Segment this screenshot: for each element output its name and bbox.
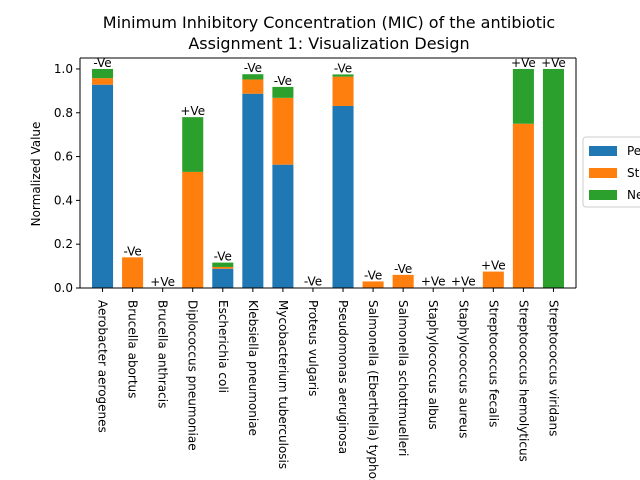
bar-ne-15	[542, 68, 564, 288]
bar-ne-4	[212, 262, 234, 267]
bar-label-9: -Ve	[364, 268, 382, 282]
bar-label-14: +Ve	[511, 56, 536, 70]
bar-ne-14	[512, 68, 534, 124]
x-tick-label-6: Mycobacterium tuberculosis	[276, 300, 290, 469]
x-tick-label-7: Proteus vulgaris	[306, 300, 320, 396]
bar-label-10: -Ve	[394, 262, 412, 276]
x-tick-label-1: Brucella abortus	[126, 300, 140, 398]
x-tick-label-4: Escherichia coli	[216, 300, 230, 393]
bar-label-13: +Ve	[481, 259, 506, 273]
x-tick-label-8: Pseudomonas aeruginosa	[336, 300, 350, 454]
y-tick-label-1: 0.2	[54, 237, 73, 251]
legend-swatch-pe	[589, 146, 617, 156]
bar-ne-6	[272, 86, 294, 98]
chart-title-line2: Assignment 1: Visualization Design	[188, 34, 469, 53]
bar-st-8	[332, 76, 354, 106]
bar-st-0	[92, 78, 114, 85]
bar-label-15: +Ve	[541, 56, 566, 70]
y-tick-label-2: 0.4	[54, 193, 73, 207]
x-tick-label-9: Salmonella (Eberthella) typhosa	[366, 300, 380, 480]
x-tick-label-3: Diplococcus pneumoniae	[186, 300, 200, 451]
bar-label-8: -Ve	[334, 61, 352, 75]
legend-label-pe: Pe	[627, 144, 640, 158]
bar-st-10	[392, 274, 414, 288]
bar-pe-0	[92, 84, 114, 288]
bar-st-9	[362, 281, 384, 288]
bar-st-4	[212, 266, 234, 269]
bar-st-6	[272, 97, 294, 165]
bar-ne-8	[332, 74, 354, 77]
x-tick-label-5: Klebsiella pneumoniae	[246, 300, 260, 436]
y-tick-label-3: 0.6	[54, 150, 73, 164]
x-tick-label-12: Staphylococcus aureus	[456, 300, 470, 438]
y-tick-label-5: 1.0	[54, 62, 73, 76]
bar-label-5: -Ve	[244, 61, 262, 75]
bar-label-7: -Ve	[304, 275, 322, 289]
bar-label-4: -Ve	[214, 250, 232, 264]
bar-label-3: +Ve	[180, 104, 205, 118]
bar-ne-0	[92, 68, 114, 79]
legend: Pe St Ne	[582, 136, 640, 208]
legend-swatch-ne	[589, 190, 617, 200]
x-tick-label-15: Streptococcus viridans	[546, 300, 560, 436]
y-tick-label-4: 0.8	[54, 106, 73, 120]
plot-area: -Ve -Ve +Ve +Ve -Ve -Ve -Ve -Ve -Ve -Ve -Ve +Ve +Ve +…	[54, 56, 577, 480]
y-axis-label: Normalized Value	[29, 122, 43, 227]
bar-pe-8	[332, 105, 354, 288]
bar-st-13	[482, 271, 504, 288]
x-tick-label-0: Aerobacter aerogenes	[96, 300, 110, 433]
bar-st-3	[182, 171, 204, 288]
bar-pe-5	[242, 93, 264, 288]
bar-label-11: +Ve	[421, 275, 446, 289]
bar-pe-4	[212, 268, 234, 288]
legend-label-ne: Ne	[627, 188, 640, 202]
x-tick-label-13: Streptococcus fecalis	[486, 300, 500, 427]
bar-ne-5	[242, 74, 264, 80]
bar-pe-6	[272, 164, 294, 288]
legend-swatch-st	[589, 168, 617, 178]
x-tick-label-11: Staphylococcus albus	[426, 300, 440, 430]
legend-label-st: St	[627, 166, 640, 180]
x-tick-label-14: Streptococcus hemolyticus	[516, 300, 530, 462]
bar-label-2: +Ve	[150, 275, 175, 289]
y-tick-label-0: 0.0	[54, 281, 73, 295]
bar-ne-3	[182, 117, 204, 172]
bar-label-6: -Ve	[274, 74, 292, 88]
bar-label-12: +Ve	[451, 275, 476, 289]
x-tick-label-10: Salmonella schottmuelleri	[396, 300, 410, 456]
chart-title-line1: Minimum Inhibitory Concentration (MIC) o…	[103, 13, 555, 32]
bar-st-14	[512, 123, 534, 289]
bar-st-1	[122, 257, 144, 288]
bar-st-5	[242, 79, 264, 94]
bar-label-0: -Ve	[93, 56, 111, 70]
bar-label-1: -Ve	[123, 244, 141, 258]
x-tick-label-2: Brucella anthracis	[156, 300, 170, 408]
